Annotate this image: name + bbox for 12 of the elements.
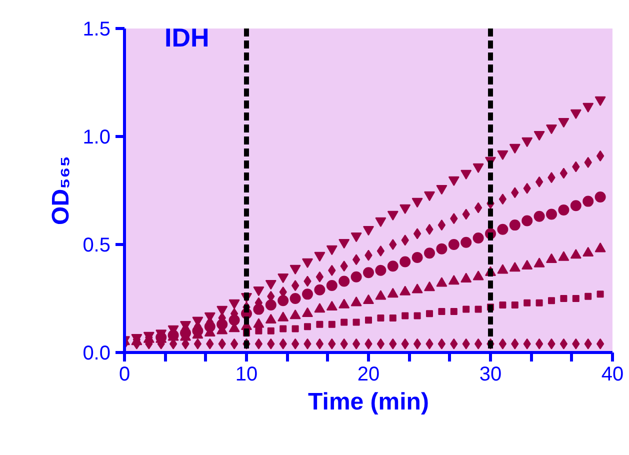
x-tick-label: 20 <box>357 364 380 386</box>
y-tick-label: 0.0 <box>82 342 111 364</box>
y-axis-title: OD₅₆₅ <box>48 156 75 225</box>
annotation: IDH <box>164 22 210 52</box>
x-tick-label: 40 <box>601 364 624 386</box>
y-tick-label: 0.5 <box>82 234 111 256</box>
x-tick-label: 10 <box>235 364 258 386</box>
x-axis-title: Time (min) <box>308 388 429 416</box>
x-tick-label: 30 <box>479 364 502 386</box>
y-tick-label: 1.0 <box>82 126 111 148</box>
y-tick-label: 1.5 <box>82 18 111 40</box>
x-tick-label: 0 <box>118 364 130 386</box>
